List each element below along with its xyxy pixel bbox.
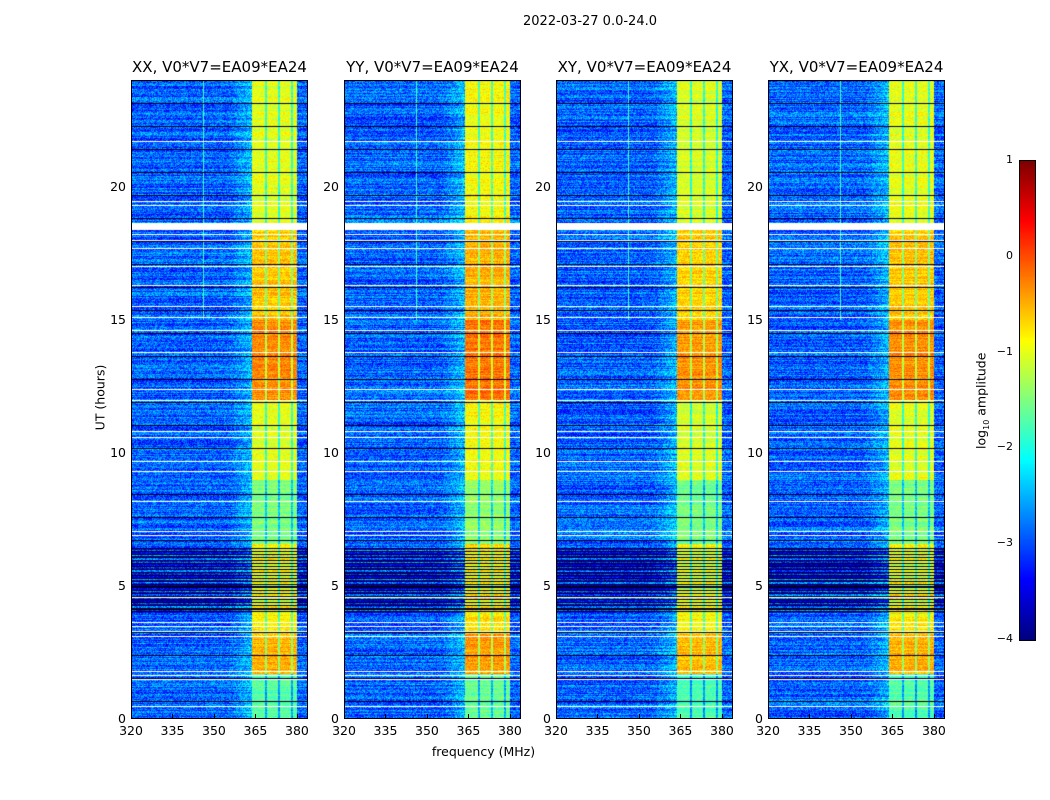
- x-tick-label: 335: [160, 723, 185, 738]
- x-tick-label: 365: [243, 723, 268, 738]
- spectrogram-image: [344, 80, 521, 719]
- colorbar-tick-label: −1: [996, 344, 1013, 358]
- x-tick-mark: [556, 714, 557, 718]
- colorbar-label: log10 amplitude: [973, 352, 991, 449]
- x-tick-label: 350: [839, 723, 863, 738]
- spectrogram-image: [556, 80, 733, 719]
- y-tick-label: 0: [331, 711, 339, 726]
- x-tick-label: 320: [756, 723, 780, 738]
- x-tick-mark: [597, 714, 599, 718]
- x-tick-mark: [638, 714, 640, 718]
- y-tick-label: 10: [747, 444, 763, 460]
- y-tick-label: 20: [110, 178, 126, 194]
- x-tick-mark: [131, 714, 132, 718]
- x-tick-label: 365: [456, 723, 481, 738]
- y-tick-label: 20: [747, 178, 763, 194]
- x-tick-mark: [680, 714, 682, 718]
- x-tick-mark: [933, 714, 935, 718]
- x-tick-label: 335: [585, 723, 610, 738]
- colorbar: [1019, 160, 1036, 641]
- x-tick-mark: [468, 714, 470, 718]
- panel-title: YX, V0*V7=EA09*EA24: [769, 58, 944, 76]
- axes-frame: [556, 80, 733, 719]
- spectrogram-panel: YY, V0*V7=EA09*EA24 0 5 10 15 20 320 335 350 365 3…: [323, 58, 522, 738]
- y-tick-label: 5: [755, 577, 763, 593]
- x-tick-label: 350: [415, 723, 439, 738]
- x-tick-mark: [426, 714, 428, 718]
- x-tick-label: 380: [710, 723, 734, 738]
- x-tick-label: 350: [202, 723, 226, 738]
- y-tick-label: 20: [535, 178, 551, 194]
- y-axis-label: UT (hours): [92, 364, 108, 431]
- y-tick-label: 5: [118, 577, 126, 593]
- x-tick-mark: [344, 714, 345, 718]
- x-tick-mark: [296, 714, 298, 718]
- y-tick-label: 10: [323, 444, 339, 460]
- x-tick-label: 335: [373, 723, 398, 738]
- panel-title: XY, V0*V7=EA09*EA24: [557, 58, 732, 76]
- axes-frame: [131, 80, 308, 719]
- axes-frame: [344, 80, 521, 719]
- x-axis-label: frequency (MHz): [431, 744, 536, 759]
- x-tick-mark: [213, 714, 215, 718]
- x-tick-label: 380: [285, 723, 309, 738]
- y-tick-label: 0: [118, 711, 126, 726]
- x-tick-mark: [721, 714, 723, 718]
- colorbar-tick-label: −4: [996, 632, 1013, 645]
- colorbar-gradient: [1020, 161, 1035, 640]
- x-tick-mark: [385, 714, 387, 718]
- x-tick-label: 320: [332, 723, 356, 738]
- panel-title: XX, V0*V7=EA09*EA24: [132, 58, 307, 76]
- x-tick-label: 320: [544, 723, 568, 738]
- x-tick-label: 380: [498, 723, 522, 738]
- y-tick-label: 15: [110, 311, 126, 327]
- y-tick-label: 0: [755, 711, 763, 726]
- x-tick-mark: [892, 714, 894, 718]
- x-tick-label: 350: [627, 723, 651, 738]
- y-tick-label: 15: [323, 311, 339, 327]
- x-tick-mark: [809, 714, 811, 718]
- colorbar-tick-label: −3: [996, 536, 1013, 550]
- colorbar-tick-label: 0: [1006, 248, 1013, 262]
- spectrogram-panel: YX, V0*V7=EA09*EA24 0 5 10 15 20 320 335 350 365 3…: [747, 58, 946, 738]
- x-tick-label: 365: [668, 723, 693, 738]
- spectrogram-panel: XY, V0*V7=EA09*EA24 0 5 10 15 20 320 335 350 365 3…: [535, 58, 734, 738]
- figure-title: 2022-03-27 0.0-24.0: [523, 14, 657, 29]
- x-tick-label: 335: [797, 723, 822, 738]
- spectrogram-image: [768, 80, 945, 719]
- colorbar-tick-label: 1: [1006, 153, 1013, 166]
- colorbar-tick-label: −2: [996, 440, 1013, 454]
- panel-title: YY, V0*V7=EA09*EA24: [346, 58, 519, 76]
- x-tick-label: 320: [119, 723, 143, 738]
- y-tick-label: 5: [543, 577, 551, 593]
- x-tick-mark: [255, 714, 257, 718]
- x-tick-mark: [850, 714, 852, 718]
- spectrogram-image: [131, 80, 308, 719]
- y-tick-label: 20: [323, 178, 339, 194]
- axes-frame: [768, 80, 945, 719]
- x-tick-label: 365: [880, 723, 905, 738]
- x-tick-mark: [509, 714, 511, 718]
- spectrogram-panel: XX, V0*V7=EA09*EA24 0 5 10 15 20 320 335 350 365 3…: [110, 58, 309, 738]
- x-tick-mark: [768, 714, 769, 718]
- y-tick-label: 10: [110, 444, 126, 460]
- y-tick-label: 5: [331, 577, 339, 593]
- y-tick-label: 10: [535, 444, 551, 460]
- x-tick-mark: [172, 714, 174, 718]
- y-tick-label: 15: [747, 311, 763, 327]
- y-tick-label: 15: [535, 311, 551, 327]
- y-tick-label: 0: [543, 711, 551, 726]
- x-tick-label: 380: [922, 723, 946, 738]
